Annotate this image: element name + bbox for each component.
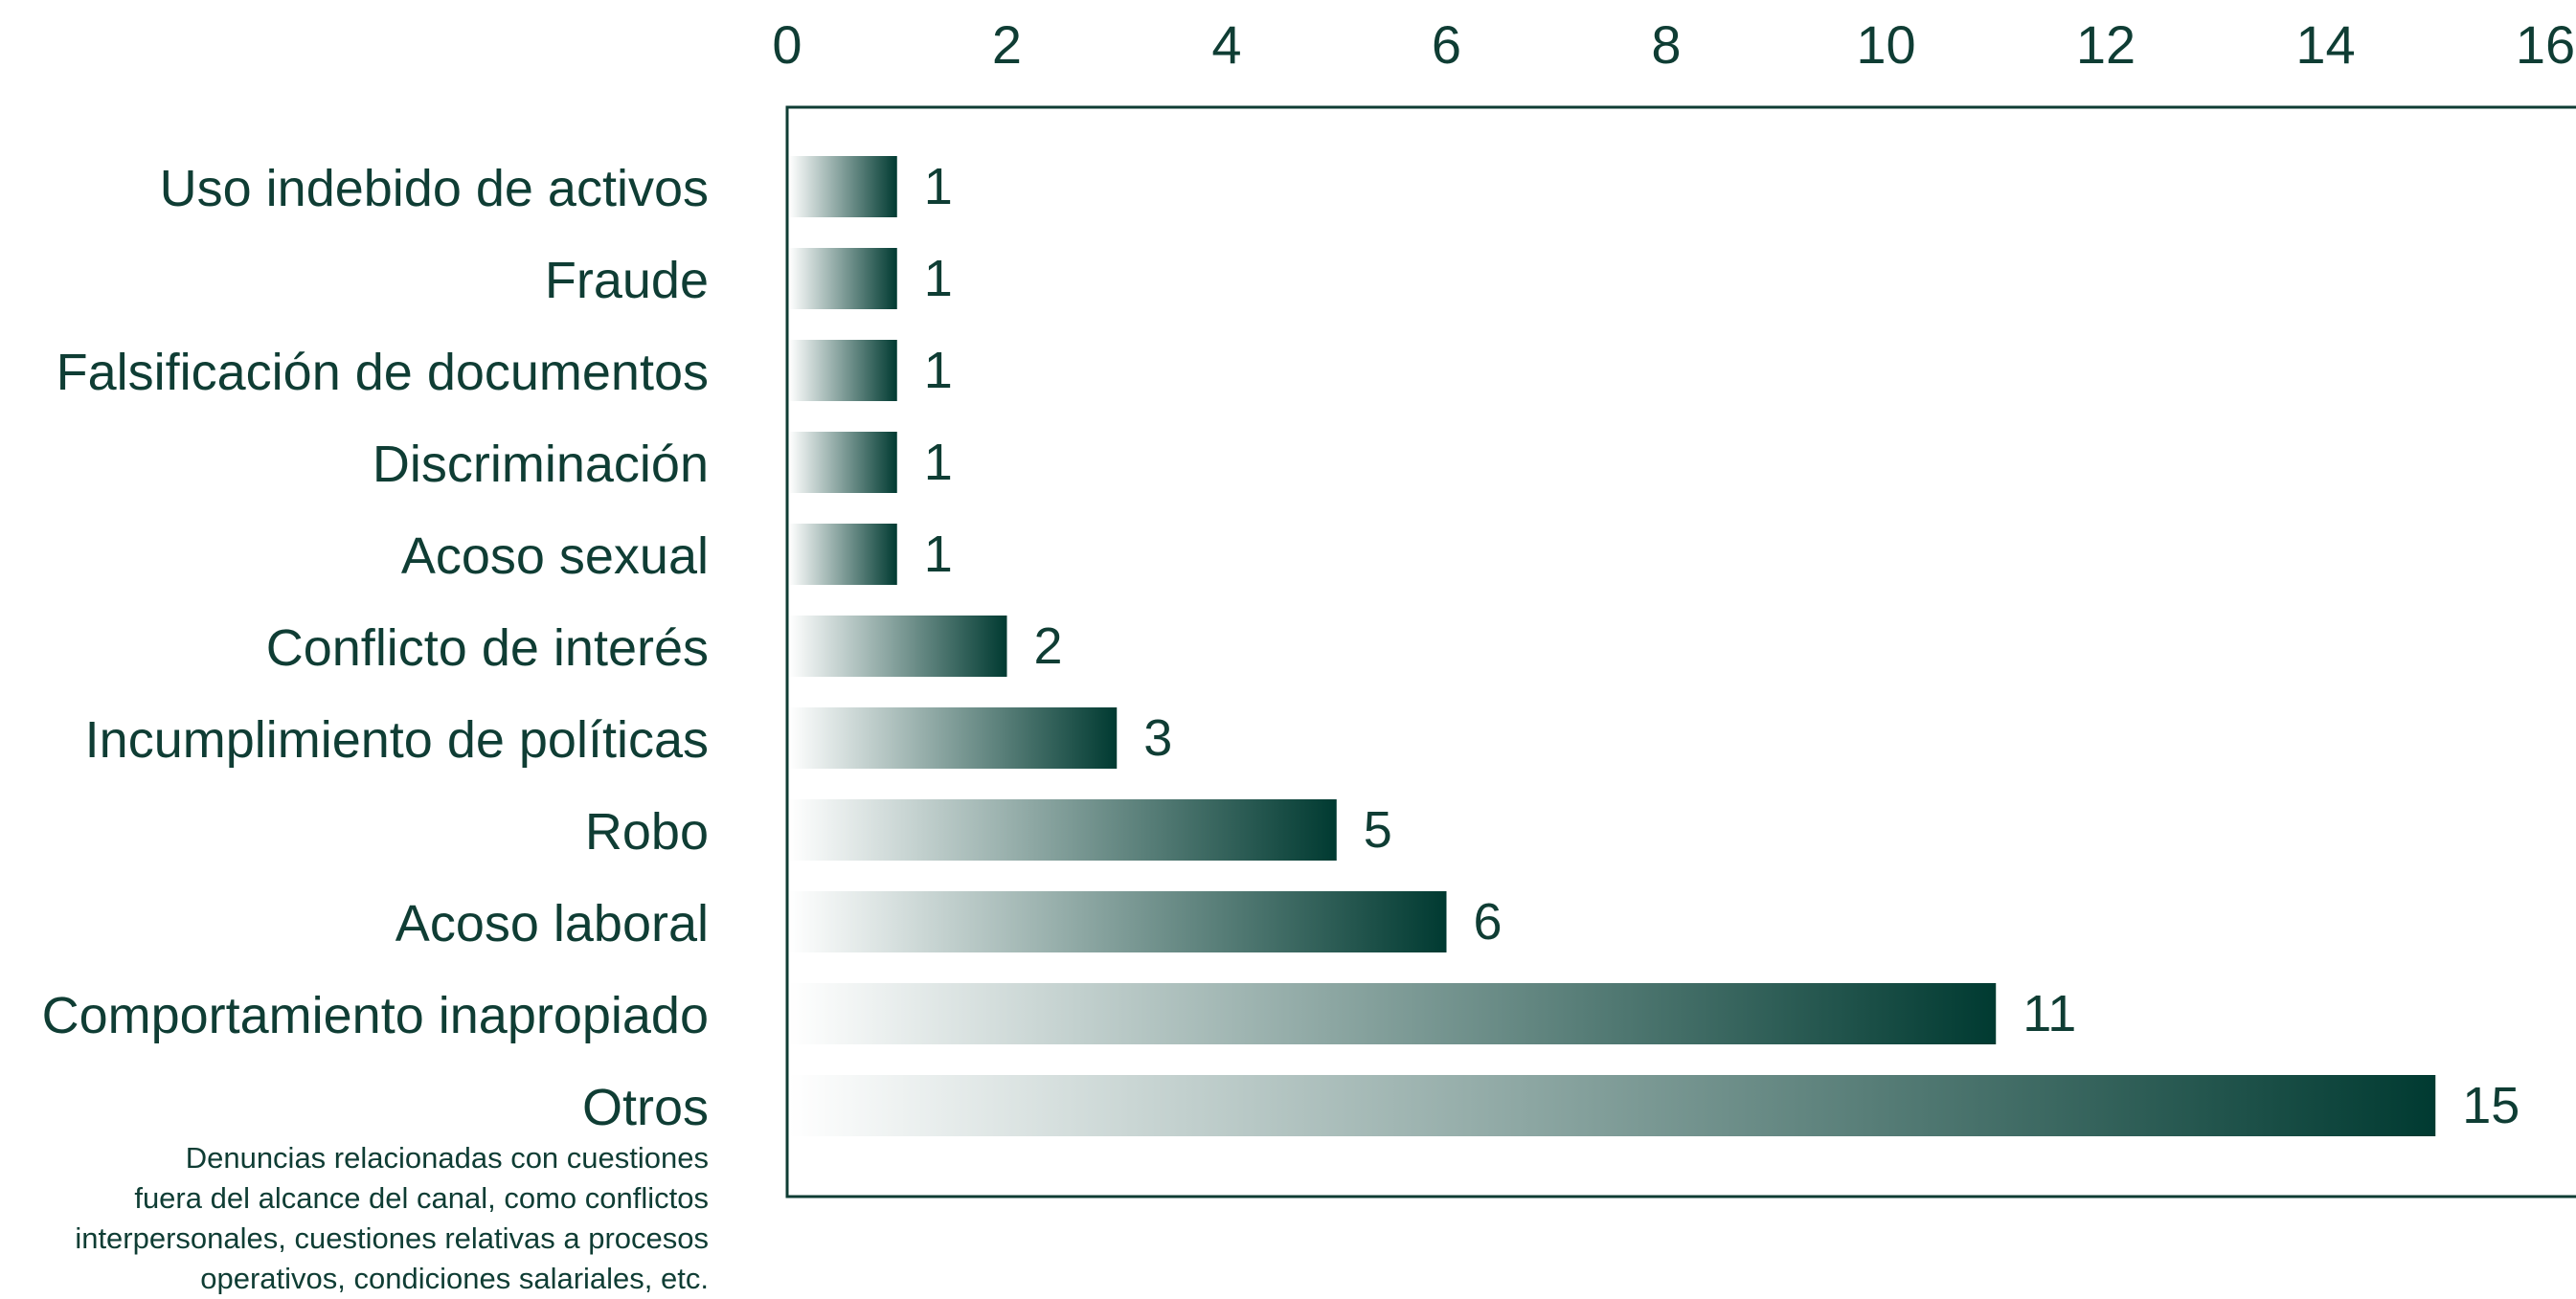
x-tick-label: 6 [1432, 14, 1461, 75]
category-label: Otros [582, 1079, 709, 1136]
axis-group: 0 2 4 6 8 10 12 14 16 [772, 14, 2576, 1198]
data-label: 2 [1034, 617, 1063, 675]
category-label: Acoso sexual [401, 527, 709, 585]
x-tick-label: 0 [772, 14, 802, 75]
data-label: 15 [2462, 1077, 2520, 1134]
category-label: Fraude [545, 252, 709, 309]
bar [789, 524, 897, 585]
annotation-line: operativos, condiciones salariales, etc. [200, 1262, 709, 1294]
x-tick-label: 14 [2295, 14, 2355, 75]
data-label: 1 [924, 250, 953, 307]
x-tick-label: 2 [992, 14, 1022, 75]
bar [789, 248, 897, 309]
data-label: 6 [1474, 893, 1503, 951]
bar [789, 891, 1447, 952]
data-label: 1 [924, 434, 953, 491]
x-tick-label: 16 [2516, 14, 2575, 75]
bar [789, 340, 897, 401]
x-tick-label: 10 [1856, 14, 1915, 75]
bar [789, 707, 1118, 769]
category-labels: Uso indebido de activos Fraude Falsificaci… [42, 160, 709, 1136]
category-label: Incumplimiento de políticas [85, 711, 709, 769]
data-label: 3 [1143, 709, 1172, 767]
annotation-line: interpersonales, cuestiones relativas a … [75, 1221, 709, 1255]
data-label: 5 [1364, 801, 1392, 859]
bar [789, 616, 1007, 677]
x-tick-label: 8 [1651, 14, 1681, 75]
category-label: Falsificación de documentos [56, 344, 709, 401]
bar [789, 1075, 2436, 1136]
category-label: Acoso laboral [395, 895, 709, 952]
annotation-note: Denuncias relacionadas con cuestiones fue… [75, 1141, 709, 1295]
annotation-line: Denuncias relacionadas con cuestiones [186, 1141, 709, 1175]
annotation-line: fuera del alcance del canal, como confli… [134, 1181, 709, 1215]
category-label: Discriminación [373, 436, 709, 493]
category-label: Conflicto de interés [266, 619, 709, 677]
category-label: Robo [585, 803, 709, 861]
bar [789, 799, 1337, 861]
category-label: Uso indebido de activos [160, 160, 709, 217]
category-label: Comportamiento inapropiado [42, 987, 709, 1044]
bar [789, 156, 897, 217]
data-label: 1 [924, 158, 953, 215]
x-tick-label: 12 [2076, 14, 2135, 75]
bar [789, 432, 897, 493]
bar [789, 983, 1997, 1044]
data-label: 1 [924, 342, 953, 399]
data-label: 1 [924, 526, 953, 583]
plot-frame [785, 105, 2576, 1198]
data-label: 11 [2022, 985, 2076, 1042]
x-tick-label: 4 [1211, 14, 1241, 75]
